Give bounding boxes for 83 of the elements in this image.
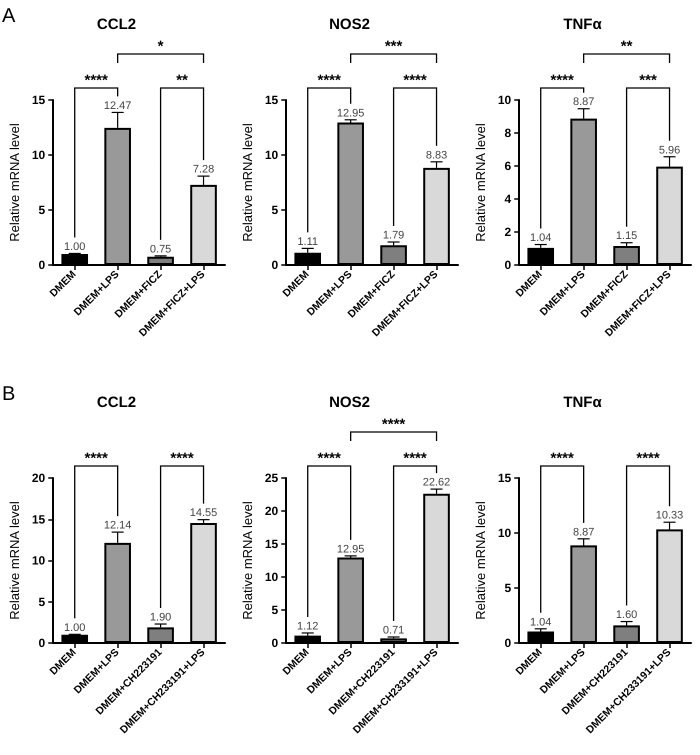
data-label: 7.28 — [192, 164, 214, 176]
y-tick-label: 0 — [504, 258, 512, 272]
y-tick-label: 5 — [504, 581, 512, 595]
data-label: 1.79 — [382, 230, 404, 242]
text: **** — [403, 72, 427, 89]
y-tick-label: 15 — [264, 537, 279, 551]
y-axis-title: Relative mRNA level — [473, 501, 488, 620]
text: **** — [550, 72, 574, 89]
data-label: 14.55 — [190, 507, 218, 520]
text: **** — [84, 72, 108, 89]
y-tick-label: 25 — [264, 471, 279, 485]
text: *** — [384, 38, 403, 55]
y-axis-title: Relative mRNA level — [240, 501, 255, 620]
chart-title: CCL2 — [96, 394, 136, 411]
text: * — [158, 38, 164, 55]
text: **** — [84, 450, 108, 467]
y-tick-label: 0 — [272, 258, 279, 272]
data-label: 1.00 — [64, 622, 86, 634]
y-tick-label: 2 — [504, 225, 512, 239]
y-tick-label: 15 — [32, 93, 46, 107]
y-axis-title: Relative mRNA level — [473, 123, 488, 242]
y-tick-label: 4 — [504, 192, 512, 206]
y-tick-label: 0 — [504, 636, 512, 650]
y-tick-label: 10 — [32, 554, 46, 568]
data-label: 1.90 — [150, 612, 172, 624]
data-label: 0.75 — [150, 243, 172, 256]
y-axis-title: Relative mRNA level — [240, 123, 255, 242]
chart-title: NOS2 — [329, 16, 370, 33]
y-tick-label: 10 — [264, 148, 279, 162]
data-label: 1.11 — [297, 236, 318, 248]
data-label: 12.95 — [336, 107, 364, 120]
data-label: 1.04 — [530, 616, 552, 628]
text: **** — [170, 450, 194, 467]
data-label: 5.96 — [658, 144, 680, 156]
y-tick-label: 15 — [264, 93, 279, 107]
data-label: 1.04 — [530, 232, 552, 244]
text: **** — [318, 450, 342, 467]
text: ** — [176, 72, 188, 89]
y-tick-label: 5 — [38, 203, 46, 217]
chart-title: TNFα — [563, 394, 602, 411]
y-tick-label: 5 — [38, 594, 46, 609]
data-label: 1.00 — [64, 240, 86, 253]
y-axis-title: Relative mRNA level — [7, 501, 22, 620]
y-tick-label: 8 — [504, 126, 512, 140]
data-label: 12.47 — [104, 100, 132, 112]
text: **** — [382, 416, 406, 433]
y-tick-label: 20 — [264, 504, 279, 518]
text: A — [2, 5, 16, 27]
y-axis-title: Relative mRNA level — [7, 123, 22, 242]
text: ** — [620, 38, 633, 55]
y-tick-label: 0 — [38, 258, 46, 272]
y-tick-label: 20 — [32, 471, 46, 485]
data-label: 1.15 — [616, 230, 638, 242]
data-label: 0.71 — [382, 624, 404, 636]
data-label: 1.12 — [297, 620, 318, 632]
text: B — [2, 383, 16, 405]
data-label: 10.33 — [656, 510, 684, 522]
y-tick-label: 10 — [498, 526, 512, 540]
data-label: 1.60 — [616, 609, 638, 622]
text: **** — [318, 72, 342, 89]
chart-title: CCL2 — [96, 16, 136, 33]
data-label: 22.62 — [422, 476, 450, 489]
chart-title: TNFα — [563, 16, 602, 33]
y-tick-label: 5 — [272, 203, 279, 217]
data-label: 12.95 — [336, 543, 364, 556]
data-label: 8.83 — [426, 149, 448, 162]
y-tick-label: 0 — [38, 636, 46, 650]
y-tick-label: 15 — [32, 512, 46, 526]
y-tick-label: 10 — [264, 570, 279, 584]
y-tick-label: 5 — [272, 603, 279, 617]
text: *** — [639, 72, 657, 89]
chart-title: NOS2 — [329, 394, 370, 411]
y-tick-label: 15 — [498, 471, 512, 485]
y-tick-label: 6 — [504, 159, 512, 173]
y-tick-label: 10 — [32, 148, 46, 162]
y-tick-label: 10 — [498, 93, 512, 107]
text: **** — [636, 450, 660, 467]
data-label: 12.14 — [104, 520, 132, 532]
data-label: 8.87 — [572, 96, 594, 108]
data-label: 8.87 — [572, 526, 594, 538]
text: **** — [550, 450, 574, 467]
y-tick-label: 0 — [272, 636, 279, 650]
text: **** — [403, 450, 427, 467]
